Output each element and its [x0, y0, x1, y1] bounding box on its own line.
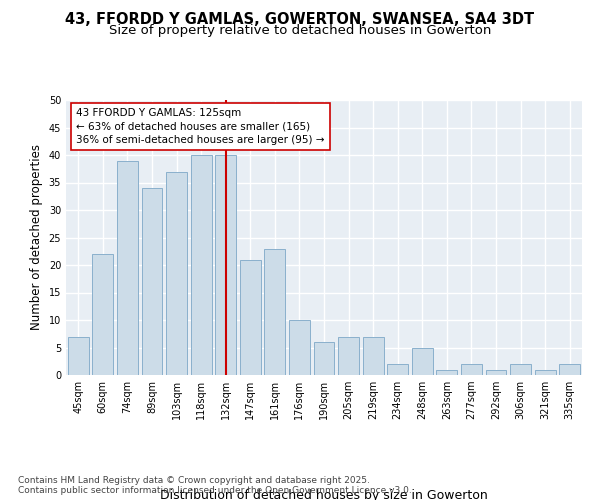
Text: 43, FFORDD Y GAMLAS, GOWERTON, SWANSEA, SA4 3DT: 43, FFORDD Y GAMLAS, GOWERTON, SWANSEA, …: [65, 12, 535, 28]
Text: Contains HM Land Registry data © Crown copyright and database right 2025.
Contai: Contains HM Land Registry data © Crown c…: [18, 476, 412, 495]
Bar: [362, 336, 383, 375]
Bar: [412, 348, 433, 375]
Bar: [166, 172, 187, 375]
Bar: [436, 370, 457, 375]
Bar: [117, 160, 138, 375]
X-axis label: Distribution of detached houses by size in Gowerton: Distribution of detached houses by size …: [160, 489, 488, 500]
Bar: [461, 364, 482, 375]
Bar: [510, 364, 531, 375]
Bar: [215, 155, 236, 375]
Bar: [92, 254, 113, 375]
Bar: [485, 370, 506, 375]
Bar: [142, 188, 163, 375]
Bar: [314, 342, 334, 375]
Bar: [289, 320, 310, 375]
Text: Size of property relative to detached houses in Gowerton: Size of property relative to detached ho…: [109, 24, 491, 37]
Bar: [240, 260, 261, 375]
Bar: [535, 370, 556, 375]
Y-axis label: Number of detached properties: Number of detached properties: [30, 144, 43, 330]
Bar: [191, 155, 212, 375]
Bar: [265, 248, 286, 375]
Bar: [559, 364, 580, 375]
Bar: [338, 336, 359, 375]
Bar: [68, 336, 89, 375]
Text: 43 FFORDD Y GAMLAS: 125sqm
← 63% of detached houses are smaller (165)
36% of sem: 43 FFORDD Y GAMLAS: 125sqm ← 63% of deta…: [76, 108, 325, 144]
Bar: [387, 364, 408, 375]
